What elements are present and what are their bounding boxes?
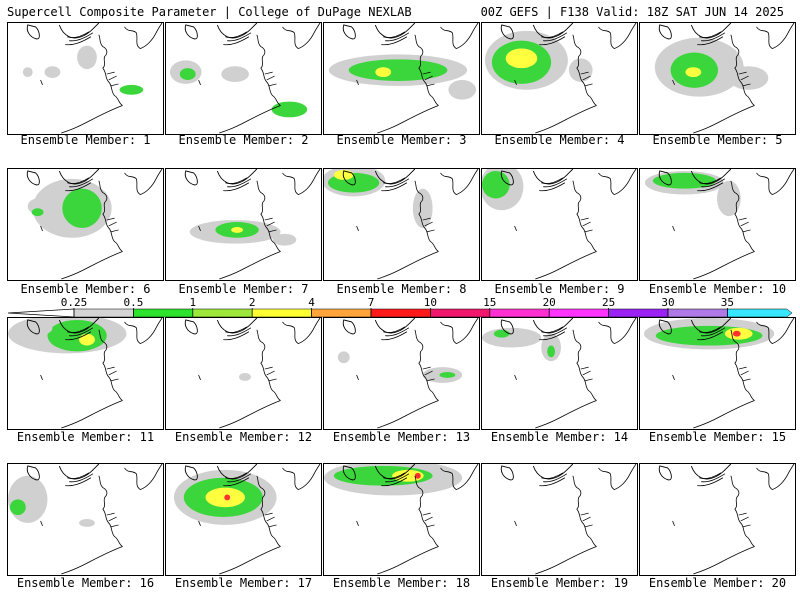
- colorbar-swatch: [133, 308, 194, 318]
- member-label-11: Ensemble Member: 11: [16, 430, 155, 444]
- colorbar-label: 7: [367, 296, 375, 309]
- colorbar-swatch: [667, 308, 728, 318]
- member-label-4: Ensemble Member: 4: [494, 133, 625, 147]
- colorbar-label: 35: [720, 296, 735, 309]
- colorbar-label: 0.25: [60, 296, 88, 309]
- member-label-5: Ensemble Member: 5: [652, 133, 783, 147]
- member-label-17: Ensemble Member: 17: [174, 576, 313, 590]
- run-info: 00Z GEFS | F138 Valid: 18Z SAT JUN 14 20…: [480, 5, 784, 19]
- member-label-2: Ensemble Member: 2: [178, 133, 309, 147]
- colorbar-label: 4: [308, 296, 315, 309]
- member-map-19: [481, 463, 638, 576]
- member-label-20: Ensemble Member: 20: [648, 576, 787, 590]
- colorbar-swatch: [489, 308, 550, 318]
- colorbar-label: 0.5: [123, 296, 144, 309]
- colorbar-label: 10: [423, 296, 438, 309]
- colorbar-label: 25: [601, 296, 616, 309]
- member-label-13: Ensemble Member: 13: [332, 430, 471, 444]
- member-label-15: Ensemble Member: 15: [648, 430, 787, 444]
- member-label-14: Ensemble Member: 14: [490, 430, 629, 444]
- member-map-13: [323, 317, 480, 430]
- member-map-11: [7, 317, 164, 430]
- colorbar-arrow-low: [8, 308, 75, 318]
- member-label-9: Ensemble Member: 9: [494, 282, 625, 296]
- member-label-6: Ensemble Member: 6: [20, 282, 151, 296]
- member-map-14: [481, 317, 638, 430]
- colorbar: [8, 308, 792, 318]
- colorbar-swatch: [73, 308, 134, 318]
- member-map-9: [481, 168, 638, 281]
- member-map-2: [165, 22, 322, 135]
- colorbar-swatch: [430, 308, 491, 318]
- member-map-7: [165, 168, 322, 281]
- colorbar-label: 15: [483, 296, 497, 309]
- member-map-4: [481, 22, 638, 135]
- member-label-8: Ensemble Member: 8: [336, 282, 467, 296]
- colorbar-swatch: [311, 308, 372, 318]
- colorbar-label: 1: [189, 296, 197, 309]
- member-label-7: Ensemble Member: 7: [178, 282, 309, 296]
- colorbar-swatch: [727, 308, 792, 318]
- colorbar-swatch: [192, 308, 253, 318]
- member-map-12: [165, 317, 322, 430]
- member-map-1: [7, 22, 164, 135]
- member-label-16: Ensemble Member: 16: [16, 576, 155, 590]
- colorbar-label: 20: [542, 296, 556, 309]
- member-label-19: Ensemble Member: 19: [490, 576, 629, 590]
- member-map-5: [639, 22, 796, 135]
- member-map-15: [639, 317, 796, 430]
- member-map-8: [323, 168, 480, 281]
- colorbar-label: 30: [661, 296, 675, 309]
- member-label-12: Ensemble Member: 12: [174, 430, 313, 444]
- colorbar-swatch: [370, 308, 431, 318]
- colorbar-swatch: [608, 308, 669, 318]
- colorbar-swatch: [251, 308, 312, 318]
- member-map-18: [323, 463, 480, 576]
- member-label-3: Ensemble Member: 3: [336, 133, 467, 147]
- member-label-18: Ensemble Member: 18: [332, 576, 471, 590]
- member-map-17: [165, 463, 322, 576]
- member-map-3: [323, 22, 480, 135]
- member-map-6: [7, 168, 164, 281]
- page-title: Supercell Composite Parameter | College …: [7, 5, 412, 19]
- colorbar-label: 2: [248, 296, 256, 309]
- member-map-20: [639, 463, 796, 576]
- member-map-10: [639, 168, 796, 281]
- member-label-1: Ensemble Member: 1: [20, 133, 151, 147]
- colorbar-swatch: [548, 308, 609, 318]
- member-label-10: Ensemble Member: 10: [648, 282, 787, 296]
- member-map-16: [7, 463, 164, 576]
